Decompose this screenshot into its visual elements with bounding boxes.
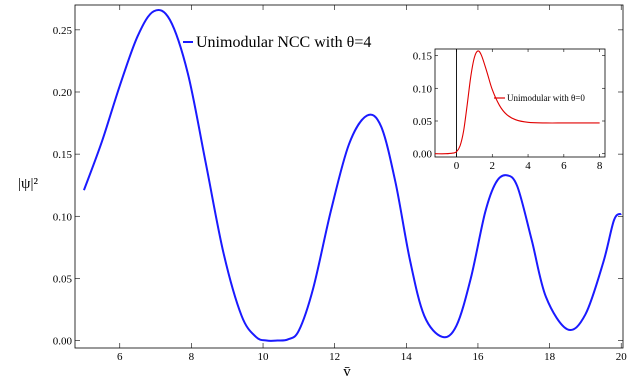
inset-y-tick-label: 0.15 [413, 51, 433, 63]
inset-y-tick-label: 0.00 [413, 149, 433, 161]
inset-legend: Unimodular with θ=0 [494, 93, 585, 103]
main-y-tick-label: 0.20 [53, 87, 73, 99]
main-curve [83, 8, 622, 342]
main-x-tick-label: 14 [401, 351, 413, 363]
main-y-tick-label: 0.25 [53, 25, 73, 37]
main-y-tick-label: 0.00 [53, 336, 73, 348]
inset-plot-frame [434, 48, 606, 158]
main-y-tick-label: 0.10 [53, 211, 73, 223]
main-legend: Unimodular NCC with θ=4 [183, 34, 371, 51]
main-y-ticks: 0.00 0.05 0.10 0.15 0.20 0.25 [53, 25, 623, 348]
main-y-tick-label: 0.05 [53, 273, 73, 285]
main-x-tick-label: 16 [472, 351, 484, 363]
main-x-tick-label: 8 [189, 351, 195, 363]
x-axis-label: v̄ [343, 364, 351, 380]
main-y-tick-label: 0.15 [53, 149, 73, 161]
main-x-tick-label: 12 [329, 351, 340, 363]
inset-plot: 0 2 4 6 8 0.00 0.05 0.10 0.15 Unimodular with θ… [413, 48, 606, 172]
inset-x-tick-label: 0 [454, 160, 460, 172]
main-plot-frame [74, 4, 624, 349]
inset-y-ticks: 0.00 0.05 0.10 0.15 [413, 51, 605, 161]
inset-y-tick-label: 0.10 [413, 83, 433, 95]
y-axis-label: |ψ|² [18, 176, 38, 192]
inset-x-tick-label: 6 [561, 160, 567, 172]
main-plot: 6 8 10 12 14 16 18 20 0.000.050.100.150.200.25 … [18, 4, 627, 380]
main-x-ticks: 6 8 10 12 14 16 18 20 [117, 5, 627, 363]
inset-x-tick-label: 4 [525, 160, 531, 172]
inset-x-tick-label: 8 [597, 160, 603, 172]
main-x-tick-label: 20 [616, 351, 628, 363]
inset-x-tick-label: 2 [490, 160, 496, 172]
main-x-tick-label: 6 [117, 351, 123, 363]
main-x-tick-label: 10 [258, 351, 270, 363]
inset-y-tick-label: 0.05 [413, 116, 433, 128]
inset-legend-label: Unimodular with θ=0 [507, 93, 585, 103]
main-x-tick-label: 18 [544, 351, 556, 363]
inset-curve [434, 50, 600, 155]
main-legend-label: Unimodular NCC with θ=4 [196, 34, 371, 51]
